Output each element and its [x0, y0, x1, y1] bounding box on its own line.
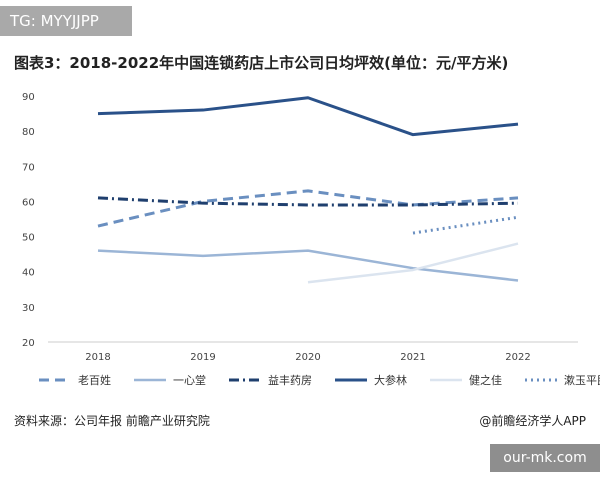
y-tick-label: 90	[22, 92, 35, 103]
source-note: 资料来源：公司年报 前瞻产业研究院	[14, 414, 210, 428]
legend-item: 老百姓	[38, 372, 111, 388]
legend-swatch	[335, 378, 367, 382]
x-tick-label: 2018	[85, 352, 110, 363]
line-chart: 90 80 70 60 50 40 30 20 2018 2019 2020 2021 2022	[22, 92, 578, 363]
chart-title: 图表3：2018-2022年中国连锁药店上市公司日均坪效(单位：元/平方米)	[14, 54, 509, 72]
brand-label: @前瞻经济学人APP	[479, 414, 586, 428]
tag-label: TG: MYYJJPP	[0, 6, 132, 36]
x-axis: 2018 2019 2020 2021 2022	[48, 341, 578, 363]
series-line-1	[97, 249, 519, 282]
y-tick-label: 60	[22, 197, 35, 208]
y-tick-label: 70	[22, 162, 35, 173]
x-tick-label: 2020	[295, 352, 320, 363]
legend-label: 健之佳	[469, 374, 502, 387]
legend-label: 大参林	[374, 374, 407, 387]
legend-item: 一心堂	[133, 372, 206, 388]
legend-label: 老百姓	[78, 374, 111, 387]
legend-swatch	[39, 378, 71, 382]
legend-item: 漱玉平民	[524, 372, 600, 388]
y-tick-label: 30	[22, 303, 35, 314]
legend-label: 漱玉平民	[564, 374, 600, 387]
legend-swatch	[229, 378, 261, 382]
x-tick-label: 2021	[400, 352, 425, 363]
legend-item: 大参林	[334, 372, 407, 388]
y-axis: 90 80 70 60 50 40 30 20	[22, 92, 35, 349]
legend-swatch	[525, 378, 557, 382]
series-line-0	[97, 189, 519, 228]
series-line-3	[97, 96, 519, 137]
x-tick-label: 2022	[505, 352, 530, 363]
series-line-4	[307, 242, 519, 284]
legend-item: 健之佳	[429, 372, 502, 388]
legend-swatch	[134, 378, 166, 382]
legend-swatch	[430, 378, 462, 382]
y-tick-label: 80	[22, 127, 35, 138]
y-tick-label: 20	[22, 338, 35, 349]
legend: 老百姓 一心堂 益丰药房 大参林 健之佳 漱玉平民	[38, 370, 600, 390]
x-tick-label: 2019	[190, 352, 215, 363]
legend-label: 益丰药房	[268, 374, 312, 387]
y-tick-label: 50	[22, 233, 35, 244]
legend-item: 益丰药房	[228, 372, 312, 388]
series-line-5	[412, 215, 519, 235]
series-lines	[97, 96, 519, 284]
legend-label: 一心堂	[173, 374, 206, 387]
y-tick-label: 40	[22, 268, 35, 279]
watermark-badge: our-mk.com	[490, 444, 600, 472]
